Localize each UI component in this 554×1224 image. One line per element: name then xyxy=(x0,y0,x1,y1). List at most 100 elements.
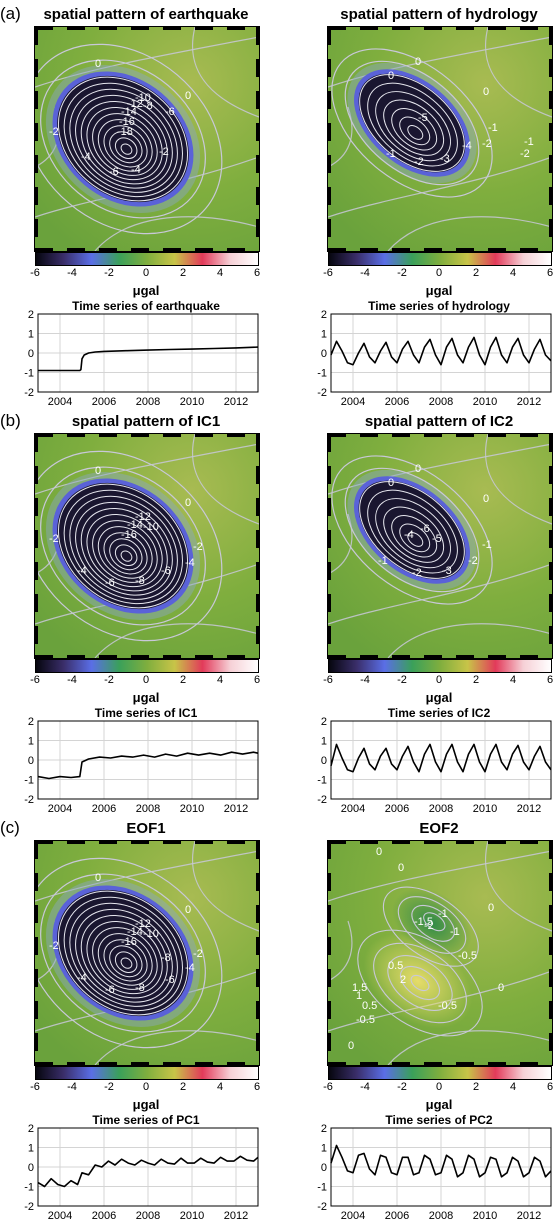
contour-label: -4 xyxy=(77,565,87,577)
colorbar-unit: μgal xyxy=(425,690,453,705)
series-title: Time series of hydrology xyxy=(368,299,510,313)
y-tick-label: 2 xyxy=(321,309,327,321)
y-tick-label: 1 xyxy=(28,329,34,341)
contour-label: -2 xyxy=(520,148,530,160)
contour-label: -6 xyxy=(105,577,115,589)
y-tick-label: 1 xyxy=(321,329,327,341)
map-frame: 0 0 0 -1 -2 -3 -2 -1 -4 -6 -5 xyxy=(327,433,553,659)
y-tick-label: -2 xyxy=(24,1201,34,1213)
contour-label: -3 xyxy=(440,153,450,165)
colorbar-tick: 2 xyxy=(472,674,480,686)
contour-label: -2 xyxy=(49,533,59,545)
map-frame: 0 0 -2 -4 -6 -8 -6 -4 -2 -16 -14 -12 -10 xyxy=(34,433,260,659)
contour-label: -6 xyxy=(109,166,119,178)
y-tick-label: 2 xyxy=(321,1123,327,1135)
contour-label: 0 xyxy=(185,90,191,102)
colorbar-tick: 6 xyxy=(546,674,554,686)
contour-label: -1 xyxy=(386,148,396,160)
contour-label: 0 xyxy=(488,902,494,914)
colorbar-tick: -2 xyxy=(397,267,407,279)
series-title: Time series of earthquake xyxy=(72,299,220,313)
contour-label: -6 xyxy=(105,984,115,996)
contour-label: -2 xyxy=(482,138,492,150)
contour-label: 0 xyxy=(185,497,191,509)
contour-label: -1.5 xyxy=(414,916,433,928)
x-tick-label: 2012 xyxy=(224,1210,248,1222)
x-tick-label: 2004 xyxy=(341,803,365,815)
x-tick-label: 2010 xyxy=(180,1210,204,1222)
x-tick-label: 2010 xyxy=(180,803,204,815)
contour-label: -4 xyxy=(185,962,195,974)
y-tick-label: 0 xyxy=(28,1162,34,1174)
colorbar xyxy=(35,659,259,673)
contour-label: -6 xyxy=(165,974,175,986)
series-line xyxy=(330,1144,552,1178)
contour-label: 0 xyxy=(498,982,504,994)
series-title: Time series of PC2 xyxy=(385,1113,493,1127)
colorbar-tick: -6 xyxy=(323,1081,333,1093)
colorbar xyxy=(35,1066,259,1080)
colorbar-tick: 4 xyxy=(216,267,224,279)
contour-label: 0 xyxy=(415,463,421,475)
map-title: EOF2 xyxy=(419,820,459,837)
contour-label: -5 xyxy=(418,112,428,124)
contour-label: -10 xyxy=(143,928,159,940)
time-series-chart: 2004 2006 2008 2010 2012 -2 -1 0 1 2 xyxy=(24,309,259,408)
x-tick-label: 2006 xyxy=(92,1210,116,1222)
series-title: Time series of IC2 xyxy=(387,706,491,720)
map-frame: 0 0 -2 -4 -6 -8 -6 -4 -2 -16 -14 -12 -10 -8 xyxy=(34,840,260,1066)
x-tick-label: 2008 xyxy=(136,803,160,815)
colorbar-tick: 0 xyxy=(435,267,443,279)
colorbar-tick: 2 xyxy=(472,267,480,279)
contour-label: -6 xyxy=(165,106,175,118)
x-tick-label: 2006 xyxy=(92,396,116,408)
x-tick-label: 2010 xyxy=(180,396,204,408)
contour-label: 1 xyxy=(356,990,362,1002)
x-tick-label: 2012 xyxy=(224,396,248,408)
spatial-map: 0 0 0 -1 -2 -3 -2 -1 -4 -6-5 xyxy=(328,434,552,658)
colorbar-tick: 6 xyxy=(546,1081,554,1093)
contour-label: -14 xyxy=(127,926,143,938)
colorbar-tick: -2 xyxy=(397,1081,407,1093)
colorbar-tick: -4 xyxy=(360,267,370,279)
colorbar-tick: 6 xyxy=(253,1081,261,1093)
contour-label: 0 xyxy=(95,872,101,884)
colorbar-tick: 6 xyxy=(546,267,554,279)
colorbar-tick: 4 xyxy=(509,674,517,686)
map-frame: 0 0 -2 -4 -6 -4 -2 -16 -14 -18 -12 -10 -8 -6 xyxy=(34,26,260,252)
y-tick-label: 1 xyxy=(28,736,34,748)
colorbar xyxy=(328,659,552,673)
y-tick-label: -2 xyxy=(24,794,34,806)
contour-label: -16 xyxy=(119,116,135,128)
series-line xyxy=(330,336,552,366)
x-tick-label: 2006 xyxy=(92,803,116,815)
spatial-map: 0 0 -2 -4 -6 -4 -2 -16-14 -18 -12-10-8 -6 xyxy=(35,27,259,251)
x-tick-label: 2012 xyxy=(517,803,541,815)
contour-label: -1 xyxy=(450,926,460,938)
colorbar-unit: μgal xyxy=(425,1097,453,1112)
contour-label: -8 xyxy=(143,100,153,112)
y-tick-label: 1 xyxy=(321,1143,327,1155)
colorbar-tick: -4 xyxy=(67,674,77,686)
y-tick-label: -2 xyxy=(317,1201,327,1213)
colorbar-tick: -6 xyxy=(323,674,333,686)
contour-label: -12 xyxy=(135,511,151,523)
contour-label: -2 xyxy=(193,948,203,960)
contour-label: -12 xyxy=(127,98,143,110)
map-title: spatial pattern of IC1 xyxy=(71,413,221,430)
contour-label: -2 xyxy=(468,555,478,567)
contour-label: -0.5 xyxy=(458,950,477,962)
colorbar-tick: 4 xyxy=(509,267,517,279)
x-tick-label: 2012 xyxy=(517,396,541,408)
time-series-chart: 2004 2006 2008 2010 2012 -2 -1 0 1 2 xyxy=(24,1123,259,1222)
contour-label: -6 xyxy=(161,565,171,577)
contour-label: -4 xyxy=(404,529,414,541)
colorbar xyxy=(328,1066,552,1080)
y-tick-label: -2 xyxy=(317,387,327,399)
y-tick-label: 2 xyxy=(321,716,327,728)
y-tick-label: 2 xyxy=(28,716,34,728)
contour-label: -1 xyxy=(482,539,492,551)
colorbar xyxy=(35,252,259,266)
contour-label: -16 xyxy=(121,529,137,541)
series-line xyxy=(37,751,259,780)
